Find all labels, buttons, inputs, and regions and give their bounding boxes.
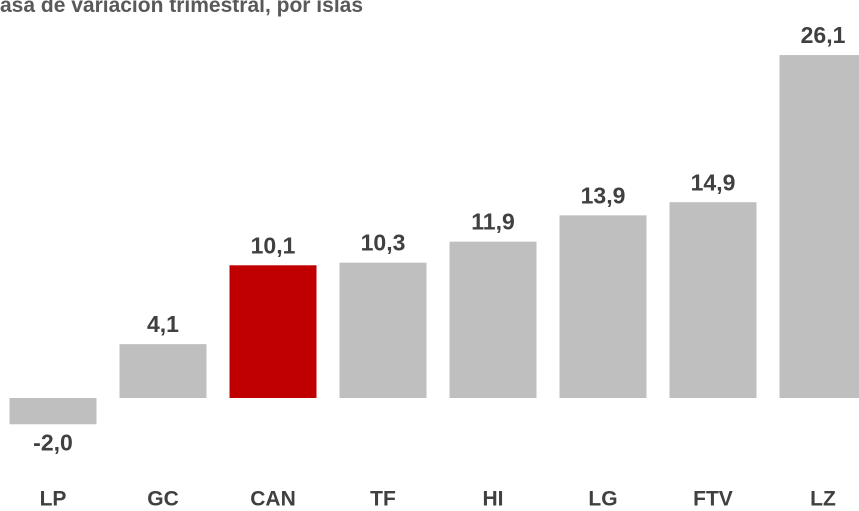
bar bbox=[669, 202, 757, 398]
value-label: 14,9 bbox=[691, 169, 736, 195]
bar bbox=[9, 398, 97, 425]
chart-title: asa de variación trimestral, por islas bbox=[0, 0, 363, 17]
value-label: 26,1 bbox=[801, 22, 846, 48]
x-tick-label: LZ bbox=[810, 488, 836, 511]
value-label: 13,9 bbox=[581, 182, 626, 208]
x-tick-label: CAN bbox=[250, 488, 296, 511]
bar bbox=[119, 344, 207, 398]
x-tick-label: HI bbox=[483, 488, 504, 511]
value-label: 11,9 bbox=[471, 209, 515, 235]
x-tick-label: LP bbox=[40, 488, 67, 511]
value-label: -2,0 bbox=[33, 429, 73, 455]
bar bbox=[779, 55, 859, 399]
x-tick-label: GC bbox=[147, 488, 179, 511]
bar bbox=[229, 265, 317, 398]
bar bbox=[559, 215, 647, 398]
bar bbox=[449, 241, 537, 398]
bar bbox=[339, 262, 427, 398]
x-tick-label: TF bbox=[370, 488, 396, 511]
value-label: 4,1 bbox=[147, 311, 179, 337]
x-tick-label: FTV bbox=[693, 488, 733, 511]
value-label: 10,1 bbox=[251, 232, 296, 258]
value-label: 10,3 bbox=[361, 230, 406, 256]
x-tick-label: LG bbox=[588, 488, 617, 511]
